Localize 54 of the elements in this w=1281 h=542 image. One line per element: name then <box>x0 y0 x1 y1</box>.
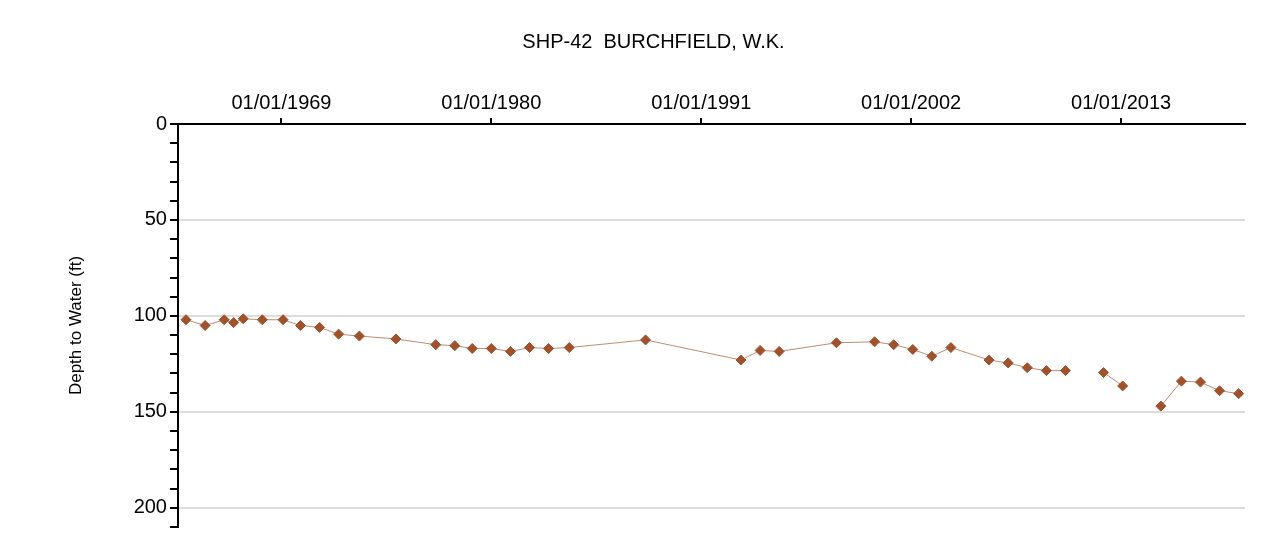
chart-title: SHP-42 BURCHFIELD, W.K. <box>522 29 785 52</box>
point <box>430 339 442 351</box>
point <box>830 337 842 349</box>
point <box>228 317 240 329</box>
y-tick-label: 100 <box>133 303 167 326</box>
point <box>1214 385 1226 397</box>
point <box>353 330 365 342</box>
point <box>256 314 268 326</box>
point <box>1059 365 1071 377</box>
point <box>735 354 747 366</box>
point <box>1175 375 1187 387</box>
point <box>1098 367 1110 379</box>
y-tick-label: 50 <box>144 207 167 230</box>
point <box>869 336 881 348</box>
point <box>926 350 938 362</box>
point <box>199 320 211 331</box>
y-tick-label: 0 <box>155 111 167 134</box>
point <box>295 320 307 331</box>
point <box>1002 357 1014 369</box>
point <box>1155 400 1167 412</box>
point <box>180 314 192 326</box>
point <box>314 321 326 333</box>
point <box>907 343 919 355</box>
point <box>1233 388 1245 400</box>
point <box>640 334 652 346</box>
x-tick-label: 01/01/2002 <box>861 90 962 113</box>
point <box>1194 376 1206 388</box>
point <box>466 343 478 355</box>
point <box>543 343 555 355</box>
point <box>218 314 230 326</box>
point <box>449 340 461 352</box>
point <box>504 345 516 357</box>
point <box>277 314 289 326</box>
point <box>390 333 402 345</box>
point <box>563 342 575 354</box>
x-tick-label: 01/01/1969 <box>231 90 332 113</box>
point <box>754 344 766 356</box>
point <box>983 354 995 366</box>
x-tick-label: 01/01/1980 <box>441 90 542 113</box>
y-tick-label: 200 <box>133 495 167 518</box>
point <box>485 343 497 355</box>
point <box>1117 380 1129 392</box>
y-tick-label: 150 <box>133 399 167 422</box>
point <box>333 328 345 340</box>
x-tick-label: 01/01/2013 <box>1071 90 1172 113</box>
point <box>1021 362 1033 374</box>
point <box>888 339 900 351</box>
point <box>237 313 249 325</box>
point <box>524 342 535 354</box>
x-tick-label: 01/01/1991 <box>651 90 752 113</box>
y-axis-title: Depth to Water (ft) <box>65 255 85 396</box>
point <box>773 345 785 357</box>
point <box>945 342 957 354</box>
point <box>1040 365 1052 377</box>
